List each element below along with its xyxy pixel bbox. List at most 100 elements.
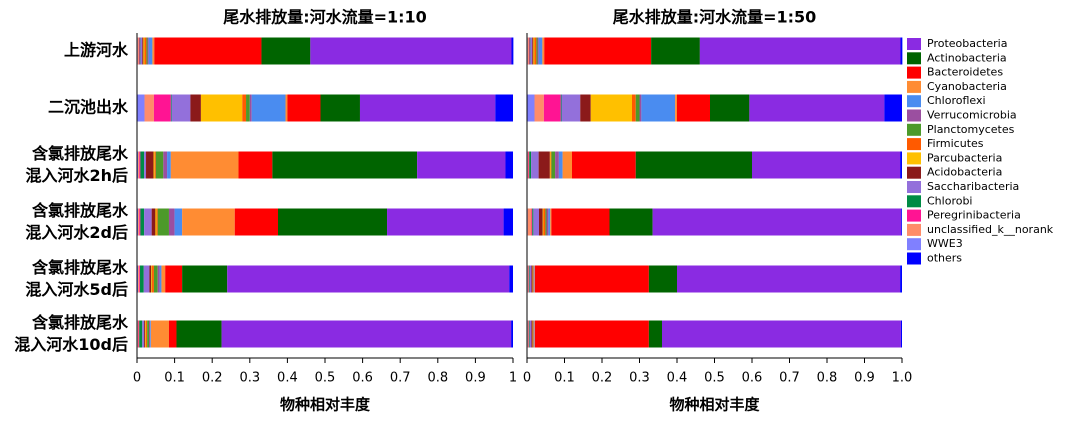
legend-swatch <box>907 209 921 222</box>
legend-label: WWE3 <box>927 237 963 250</box>
bar-segment <box>174 208 183 236</box>
bar-segment <box>538 37 543 65</box>
x-tick-label: 0.6 <box>352 371 373 386</box>
bar-segment <box>558 151 563 179</box>
bar-segment <box>677 94 710 122</box>
bar-segment <box>531 208 533 236</box>
bar-segment <box>543 208 546 236</box>
bar-segment <box>359 94 496 122</box>
x-tick-label: 0.1 <box>554 371 575 386</box>
bar-segment <box>190 94 201 122</box>
bar-segment <box>387 208 504 236</box>
bar-segment <box>542 37 545 65</box>
bar-segment <box>176 320 222 348</box>
bar-segment <box>138 320 140 348</box>
legend-label: Acidobacteria <box>927 166 1002 179</box>
bar-segment <box>165 265 183 293</box>
bar-segment <box>147 320 150 348</box>
bar-segment <box>156 208 158 236</box>
bar-segment <box>249 94 252 122</box>
label-line: 含氯排放尾水 <box>32 144 129 163</box>
bar-segment <box>534 37 537 65</box>
bar-segment <box>182 208 235 236</box>
bar-segment <box>170 94 172 122</box>
bar-segment <box>146 320 148 348</box>
bar-segment <box>509 265 513 293</box>
x-tick-label: 0.3 <box>629 371 650 386</box>
bar-segment <box>139 265 141 293</box>
bar-segment <box>150 320 151 348</box>
bar-segment <box>900 320 902 348</box>
bar-segment <box>648 320 662 348</box>
bar-segment <box>417 151 506 179</box>
bar-segment <box>139 151 141 179</box>
bar-segment <box>562 151 572 179</box>
bar-segment <box>546 208 549 236</box>
legend-swatch <box>907 80 921 93</box>
bar-segment <box>242 94 247 122</box>
bar-segment <box>677 265 901 293</box>
bar-segment <box>148 37 153 65</box>
bar-segment <box>561 94 581 122</box>
panel-title: 尾水排放量:河水流量=1:10 <box>223 8 427 27</box>
x-axis-label: 物种相对丰度 <box>669 396 760 414</box>
bar-segment <box>272 151 418 179</box>
bar-segment <box>532 208 534 236</box>
bar-segment <box>532 37 534 65</box>
bar-segment <box>527 208 532 236</box>
bar-segment <box>144 320 146 348</box>
legend-label: Peregrinibacteria <box>927 209 1021 222</box>
bar-segment <box>900 265 902 293</box>
legend-swatch <box>907 95 921 108</box>
bar-segment <box>560 94 562 122</box>
legend-label: Planctomycetes <box>927 123 1015 136</box>
x-tick-label: 0.2 <box>202 371 223 386</box>
bar-segment <box>170 151 239 179</box>
bar-segment <box>137 151 139 179</box>
bar-segment <box>168 208 175 236</box>
x-tick-label: 0.5 <box>315 371 336 386</box>
bar-segment <box>161 265 166 293</box>
panel-title: 尾水排放量:河水流量=1:50 <box>613 8 817 27</box>
legend-swatch <box>907 238 921 251</box>
bar-segment <box>150 320 169 348</box>
bar-segment <box>529 37 531 65</box>
label-line: 混入河水2h后 <box>25 166 128 185</box>
bar-segment <box>151 208 156 236</box>
bar-segment <box>154 37 262 65</box>
x-tick-label: 0.3 <box>239 371 260 386</box>
label-line: 含氯排放尾水 <box>32 258 129 277</box>
bar-segment <box>143 37 145 65</box>
label-line: 含氯排放尾水 <box>32 201 129 220</box>
bar-segment <box>537 37 539 65</box>
legend-label: others <box>927 252 962 265</box>
bar-segment <box>511 320 513 348</box>
bar-segment <box>163 151 168 179</box>
bar-segment <box>137 94 145 122</box>
x-tick-label: 0.4 <box>667 371 688 386</box>
bar-segment <box>144 151 147 179</box>
bar-segment <box>146 37 148 65</box>
bar-segment <box>531 265 533 293</box>
bar-segment <box>752 151 901 179</box>
bar-segment <box>238 151 273 179</box>
bar-segment <box>505 151 513 179</box>
bar-segment <box>533 208 539 236</box>
bar-segment <box>551 208 610 236</box>
bar-segment <box>155 208 157 236</box>
bar-segment <box>140 265 144 293</box>
x-tick-label: 0.2 <box>592 371 613 386</box>
x-tick-label: 0.7 <box>390 371 411 386</box>
bar-segment <box>900 151 902 179</box>
bar-segment <box>632 94 636 122</box>
bar-segment <box>142 320 145 348</box>
legend-label: Parcubacteria <box>927 151 1002 164</box>
legend-label: Chloroflexi <box>927 94 986 107</box>
legend-label: Proteobacteria <box>927 37 1007 50</box>
legend-swatch <box>907 109 921 122</box>
bar-segment <box>531 151 539 179</box>
bar-segment <box>246 94 250 122</box>
bar-segment <box>157 265 160 293</box>
bar-segment <box>542 208 544 236</box>
